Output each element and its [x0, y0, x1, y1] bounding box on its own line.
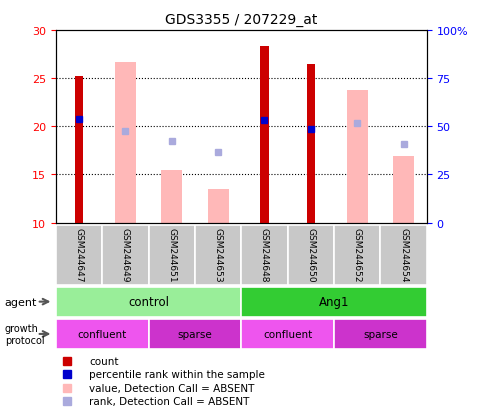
Bar	[346, 90, 367, 223]
Bar	[260, 47, 268, 223]
Text: GSM244652: GSM244652	[352, 228, 361, 282]
Text: GSM244647: GSM244647	[75, 228, 83, 282]
Text: GSM244648: GSM244648	[259, 228, 269, 282]
Bar	[393, 157, 413, 223]
Text: Ang1: Ang1	[318, 295, 348, 309]
Text: value, Detection Call = ABSENT: value, Detection Call = ABSENT	[89, 383, 254, 393]
Text: confluent: confluent	[262, 329, 312, 339]
Bar	[56, 225, 102, 285]
Text: rank, Detection Call = ABSENT: rank, Detection Call = ABSENT	[89, 396, 249, 406]
Bar	[195, 225, 241, 285]
Text: GSM244650: GSM244650	[306, 228, 315, 282]
Bar	[333, 225, 379, 285]
Text: growth
protocol: growth protocol	[5, 323, 45, 345]
Bar	[115, 63, 136, 223]
Bar	[161, 170, 182, 223]
Bar	[207, 190, 228, 223]
Text: sparse: sparse	[363, 329, 397, 339]
Bar	[333, 319, 426, 349]
Text: percentile rank within the sample: percentile rank within the sample	[89, 369, 264, 379]
Bar	[56, 287, 241, 317]
Bar	[306, 64, 315, 223]
Text: agent: agent	[5, 297, 37, 307]
Bar	[241, 225, 287, 285]
Text: control: control	[128, 295, 169, 309]
Title: GDS3355 / 207229_at: GDS3355 / 207229_at	[165, 13, 317, 27]
Bar	[148, 319, 241, 349]
Text: GSM244649: GSM244649	[121, 228, 130, 282]
Bar	[148, 225, 195, 285]
Bar	[102, 225, 148, 285]
Text: GSM244654: GSM244654	[398, 228, 407, 282]
Text: confluent: confluent	[77, 329, 126, 339]
Bar	[287, 225, 333, 285]
Text: sparse: sparse	[177, 329, 212, 339]
Text: GSM244651: GSM244651	[167, 228, 176, 282]
Bar	[75, 77, 83, 223]
Bar	[241, 319, 333, 349]
Bar	[241, 287, 426, 317]
Text: count: count	[89, 356, 119, 366]
Text: GSM244653: GSM244653	[213, 228, 222, 282]
Bar	[56, 319, 148, 349]
Bar	[379, 225, 426, 285]
